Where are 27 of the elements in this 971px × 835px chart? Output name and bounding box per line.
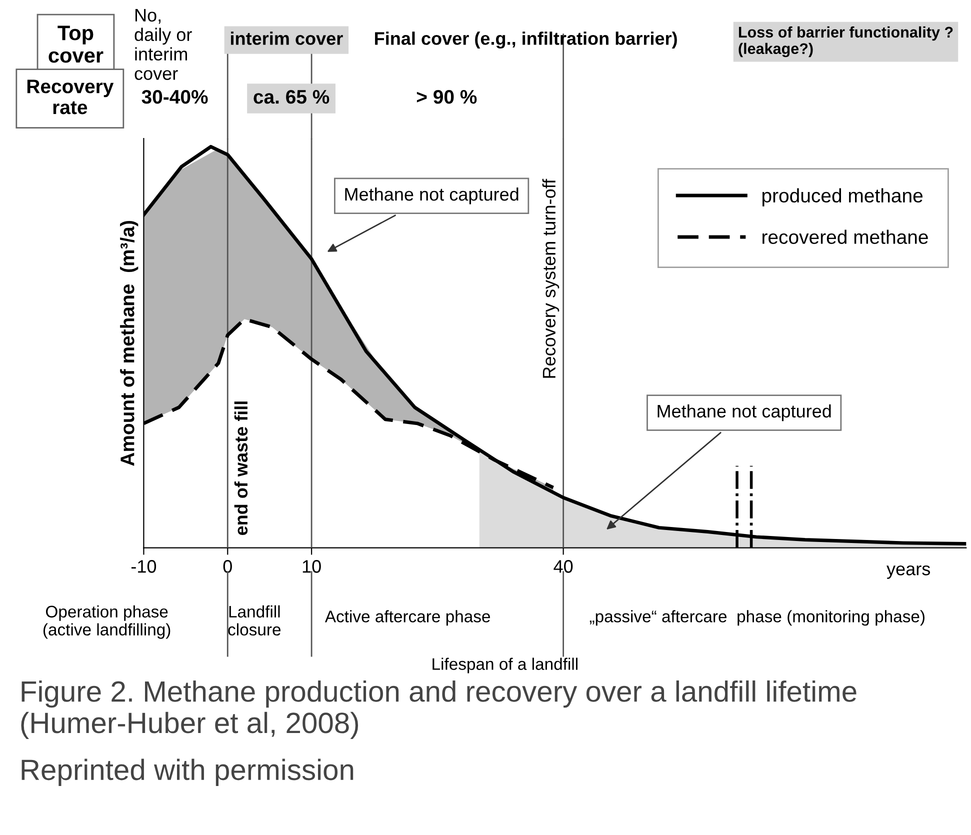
text: Landfill closure: [228, 605, 281, 636]
legend-label: produced methane: [762, 188, 923, 206]
text: „passive“ aftercare phase (monitoring phase): [590, 610, 924, 626]
text: interim cover: [231, 32, 343, 45]
text: Lifespan of a landfill: [432, 658, 578, 674]
x-tick-label: 40: [554, 560, 573, 573]
text: ca. 65 %: [254, 90, 330, 104]
ref-line-label: end of waste fill: [234, 402, 248, 536]
text: Active aftercare phase: [324, 610, 490, 626]
legend-label: recovered methane: [762, 230, 928, 244]
y-axis-title: Amount of methane (m³/a): [120, 221, 138, 466]
text: Loss of barrier functionality ? (leakage?): [738, 26, 953, 58]
text: Recovery rate: [27, 80, 114, 114]
x-axis-title: years: [886, 565, 930, 579]
x-tick-label: -10: [131, 560, 156, 573]
text: Top cover: [48, 26, 104, 63]
text: 30-40%: [142, 90, 208, 104]
x-tick-label: 10: [302, 560, 321, 573]
text: Figure 2. Methane production and recovery over a landfill lifetime (Humer-Huber et al, 2008): [21, 680, 856, 740]
ref-line-label: Recovery system turn-off: [542, 178, 560, 378]
text: Reprinted with permission: [22, 758, 354, 786]
annotation: Methane not captured: [345, 187, 518, 204]
text: > 90 %: [416, 90, 477, 104]
text: No, daily or interim cover: [134, 9, 192, 80]
x-tick-label: 0: [223, 560, 232, 573]
annotation: Methane not captured: [658, 404, 831, 422]
text: Operation phase (active landfilling): [43, 605, 170, 639]
